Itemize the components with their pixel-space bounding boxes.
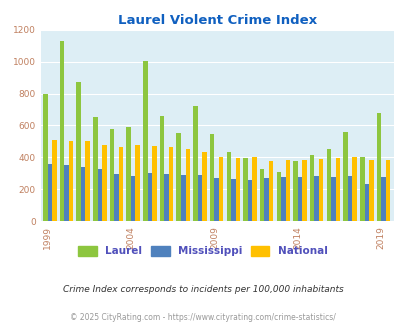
Bar [152,146,156,221]
Bar [368,160,373,221]
Bar [181,175,185,221]
Bar [147,173,152,221]
Bar [309,155,314,221]
Bar [76,82,81,221]
Bar [235,158,239,221]
Bar [335,158,339,221]
Bar [297,177,302,221]
Bar [109,129,114,221]
Bar [314,177,318,221]
Text: Crime Index corresponds to incidents per 100,000 inhabitants: Crime Index corresponds to incidents per… [62,285,343,294]
Bar [209,134,214,221]
Bar [114,174,119,221]
Bar [126,127,131,221]
Bar [302,160,306,221]
Bar [318,159,323,221]
Text: © 2025 CityRating.com - https://www.cityrating.com/crime-statistics/: © 2025 CityRating.com - https://www.city… [70,313,335,322]
Bar [197,175,202,221]
Bar [352,157,356,221]
Bar [243,158,247,221]
Bar [330,177,335,221]
Bar [47,164,52,221]
Bar [218,156,223,221]
Bar [135,145,140,221]
Bar [64,165,68,221]
Bar [85,141,90,221]
Bar [176,133,181,221]
Bar [285,160,290,221]
Bar [81,167,85,221]
Bar [343,132,347,221]
Bar [60,41,64,221]
Bar [264,178,268,221]
Bar [385,160,389,221]
Bar [119,147,123,221]
Bar [52,140,56,221]
Bar [43,93,47,221]
Bar [292,161,297,221]
Legend: Laurel, Mississippi, National: Laurel, Mississippi, National [74,242,331,260]
Bar [326,149,330,221]
Bar [97,169,102,221]
Bar [247,180,252,221]
Bar [164,174,168,221]
Bar [160,116,164,221]
Bar [131,177,135,221]
Bar [280,177,285,221]
Bar [359,157,364,221]
Bar [214,178,218,221]
Bar [268,161,273,221]
Bar [102,145,107,221]
Title: Laurel Violent Crime Index: Laurel Violent Crime Index [117,14,316,27]
Bar [193,106,197,221]
Bar [259,169,264,221]
Bar [185,149,190,221]
Bar [226,152,230,221]
Bar [376,113,380,221]
Bar [380,177,385,221]
Bar [347,176,352,221]
Bar [364,183,368,221]
Bar [202,152,206,221]
Bar [168,147,173,221]
Bar [230,179,235,221]
Bar [143,61,147,221]
Bar [68,141,73,221]
Bar [93,117,97,221]
Bar [276,173,280,221]
Bar [252,157,256,221]
